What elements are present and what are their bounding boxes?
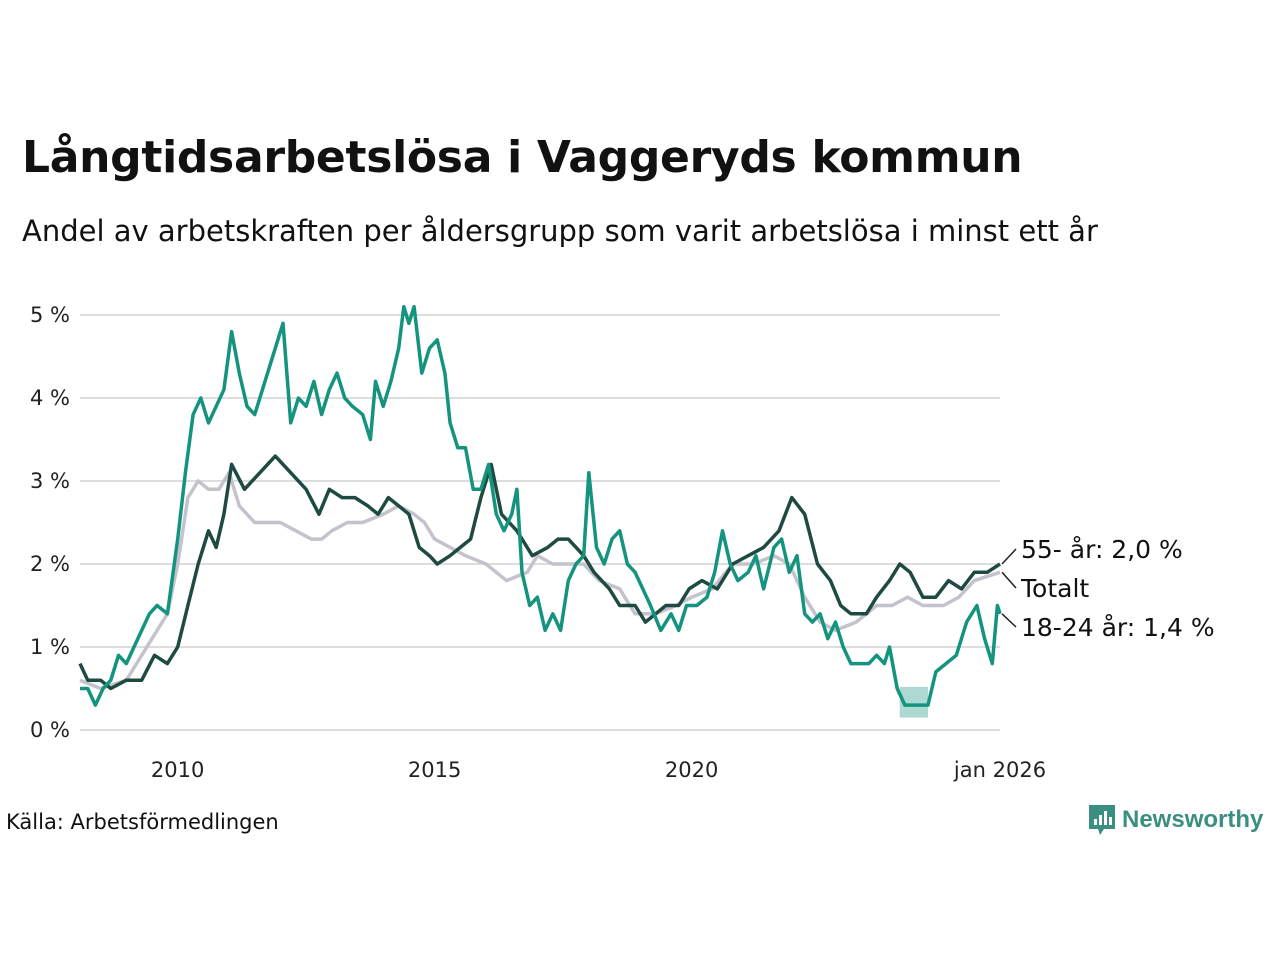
chart-title: Långtidsarbetslösa i Vaggeryds kommun	[22, 132, 1023, 183]
x-tick-label: jan 2026	[953, 758, 1046, 782]
series-label-old: 55- år: 2,0 %	[1021, 535, 1183, 564]
label-leader-line	[1001, 571, 1017, 589]
series-label-young: 18-24 år: 1,4 %	[1021, 613, 1215, 642]
label-leader-line	[1001, 548, 1017, 565]
chart-subtitle: Andel av arbetskraften per åldersgrupp s…	[22, 214, 1098, 248]
y-tick-label: 1 %	[30, 635, 70, 659]
series-line-total	[79, 470, 1001, 691]
source-note: Källa: Arbetsförmedlingen	[6, 810, 279, 834]
series-line-young	[80, 304, 1002, 707]
brand-logo: Newsworthy	[1088, 804, 1263, 836]
x-tick-label: 2010	[151, 758, 204, 782]
y-tick-label: 5 %	[30, 303, 70, 327]
series-label-total: Totalt	[1020, 574, 1089, 603]
x-tick-label: 2020	[665, 758, 718, 782]
y-tick-label: 3 %	[30, 469, 70, 493]
label-leader-line	[1001, 613, 1017, 628]
y-tick-label: 0 %	[30, 718, 70, 742]
newsworthy-logo-icon	[1089, 805, 1115, 835]
series-line-old	[78, 454, 1001, 691]
y-tick-label: 2 %	[30, 552, 70, 576]
y-tick-label: 4 %	[30, 386, 70, 410]
x-tick-label: 2015	[408, 758, 461, 782]
brand-name: Newsworthy	[1122, 806, 1264, 833]
